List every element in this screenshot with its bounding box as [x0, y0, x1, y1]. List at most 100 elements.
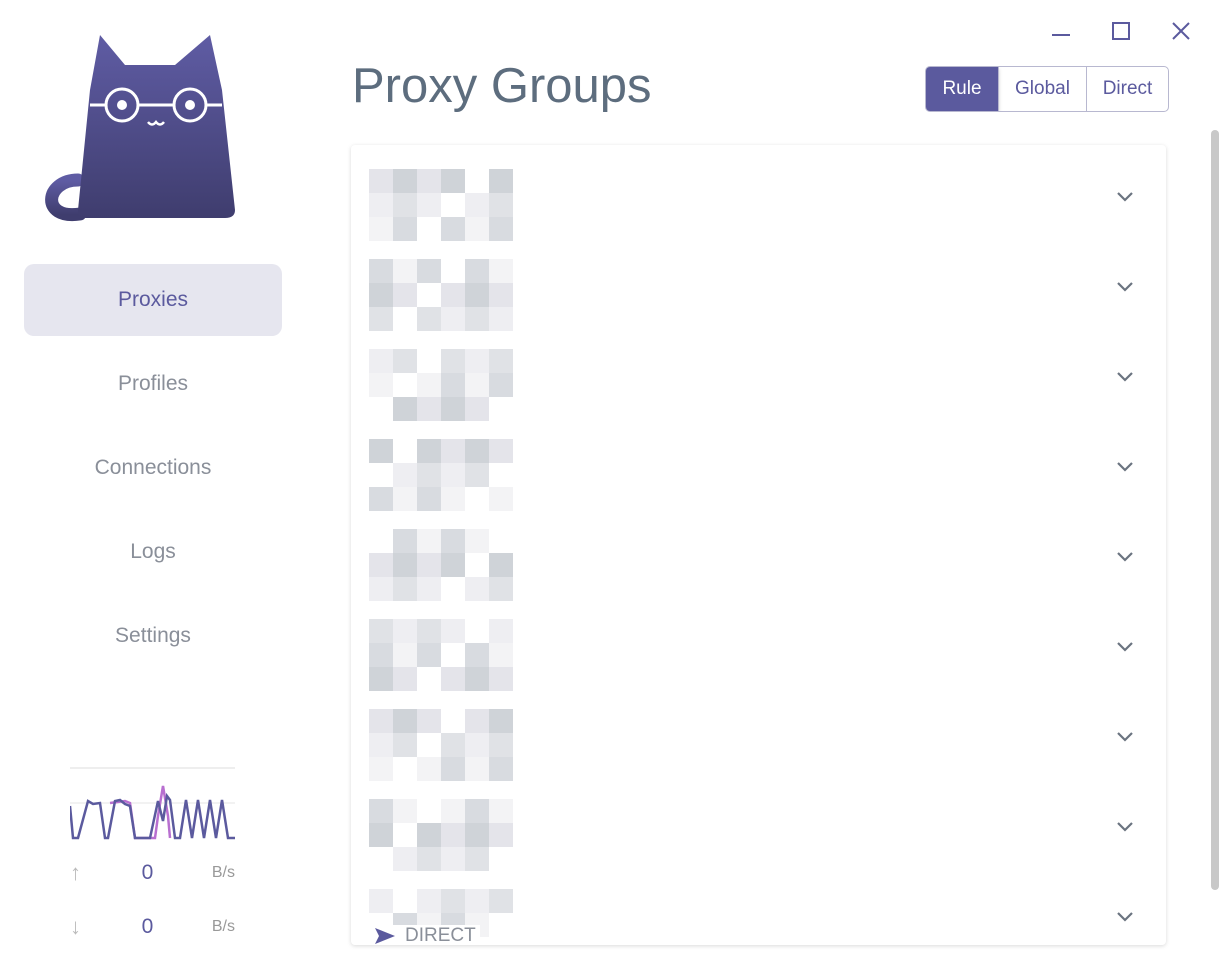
sidebar-item-connections[interactable]: Connections [24, 432, 282, 504]
redacted-text [489, 643, 513, 667]
redacted-text [441, 619, 465, 643]
sidebar-item-profiles[interactable]: Profiles [24, 348, 282, 420]
arrow-up-icon: ↑ [70, 860, 81, 885]
sidebar-item-settings[interactable]: Settings [24, 600, 282, 672]
close-icon [1172, 22, 1190, 40]
proxy-group-row[interactable] [351, 605, 1166, 695]
sidebar-item-label: Settings [115, 624, 191, 647]
redacted-text [393, 733, 417, 757]
arrow-down-icon: ↓ [70, 914, 81, 939]
proxy-group-row[interactable] [351, 875, 1166, 945]
redacted-text [489, 757, 513, 781]
redacted-text [393, 577, 417, 601]
proxy-group-row[interactable] [351, 785, 1166, 875]
redacted-text [417, 193, 441, 217]
redacted-text [369, 823, 393, 847]
page-title: Proxy Groups [352, 59, 652, 113]
download-value: 0 [141, 915, 154, 938]
upload-unit: B/s [211, 864, 235, 881]
redacted-text [489, 619, 513, 643]
chevron-down-icon[interactable] [1114, 455, 1136, 477]
proxy-selected-label: DIRECT [405, 925, 476, 945]
redacted-text [369, 373, 393, 397]
redacted-text [465, 799, 489, 823]
redacted-text [369, 283, 393, 307]
chevron-down-icon[interactable] [1114, 635, 1136, 657]
chevron-down-icon[interactable] [1114, 275, 1136, 297]
redacted-text [369, 553, 393, 577]
sidebar-item-label: Proxies [117, 288, 189, 311]
chevron-down-icon[interactable] [1114, 905, 1136, 927]
minimize-button[interactable] [1046, 16, 1076, 46]
redacted-text [441, 307, 465, 331]
redacted-text [489, 487, 513, 511]
chevron-down-icon[interactable] [1114, 365, 1136, 387]
chevron-down-icon[interactable] [1114, 545, 1136, 567]
scrollbar[interactable] [1211, 130, 1219, 890]
redacted-text [465, 643, 489, 667]
redacted-text [393, 217, 417, 241]
redacted-text [465, 217, 489, 241]
proxy-group-row[interactable] [351, 155, 1166, 245]
mode-rule-button[interactable]: Rule [926, 67, 998, 111]
redacted-text [465, 823, 489, 847]
redacted-text [489, 193, 513, 217]
sidebar-item-proxies[interactable]: Proxies [24, 264, 282, 336]
send-icon [375, 928, 395, 944]
redacted-text [393, 619, 417, 643]
proxy-group-row[interactable] [351, 335, 1166, 425]
redacted-text [441, 889, 465, 913]
redacted-text [417, 397, 441, 421]
proxy-groups-list: DIRECT [351, 145, 1166, 945]
redacted-text [417, 553, 441, 577]
redacted-text [417, 259, 441, 283]
redacted-text [393, 553, 417, 577]
redacted-text [393, 529, 417, 553]
redacted-text [417, 529, 441, 553]
sidebar: Proxies Profiles Connections Logs Settin… [0, 0, 305, 956]
redacted-text [489, 349, 513, 373]
proxy-group-row[interactable] [351, 515, 1166, 605]
upload-speed: ↑ 0 B/s [70, 858, 235, 888]
redacted-text [369, 643, 393, 667]
redacted-text [489, 169, 513, 193]
redacted-text [441, 799, 465, 823]
redacted-text [393, 463, 417, 487]
proxy-group-row[interactable] [351, 425, 1166, 515]
redacted-text [465, 397, 489, 421]
redacted-text [489, 709, 513, 733]
proxy-group-row[interactable] [351, 695, 1166, 785]
chevron-down-icon[interactable] [1114, 815, 1136, 837]
sidebar-item-logs[interactable]: Logs [24, 516, 282, 588]
redacted-text [369, 757, 393, 781]
redacted-text [489, 799, 513, 823]
redacted-text [489, 733, 513, 757]
chevron-down-icon[interactable] [1114, 725, 1136, 747]
redacted-text [369, 733, 393, 757]
sidebar-item-label: Profiles [117, 372, 189, 395]
redacted-text [369, 169, 393, 193]
redacted-text [369, 619, 393, 643]
mode-global-button[interactable]: Global [998, 67, 1086, 111]
redacted-text [465, 667, 489, 691]
redacted-text [369, 259, 393, 283]
redacted-text [417, 889, 441, 913]
redacted-text [441, 439, 465, 463]
redacted-text [369, 217, 393, 241]
redacted-text [465, 259, 489, 283]
close-button[interactable] [1166, 16, 1196, 46]
redacted-text [417, 619, 441, 643]
redacted-text [393, 169, 417, 193]
mode-direct-button[interactable]: Direct [1086, 67, 1168, 111]
redacted-text [393, 847, 417, 871]
redacted-text [489, 259, 513, 283]
chevron-down-icon[interactable] [1114, 185, 1136, 207]
redacted-text [441, 283, 465, 307]
redacted-text [393, 283, 417, 307]
maximize-button[interactable] [1106, 16, 1136, 46]
redacted-text [369, 577, 393, 601]
redacted-text [417, 577, 441, 601]
proxy-group-row[interactable] [351, 245, 1166, 335]
redacted-text [441, 733, 465, 757]
redacted-text [441, 397, 465, 421]
